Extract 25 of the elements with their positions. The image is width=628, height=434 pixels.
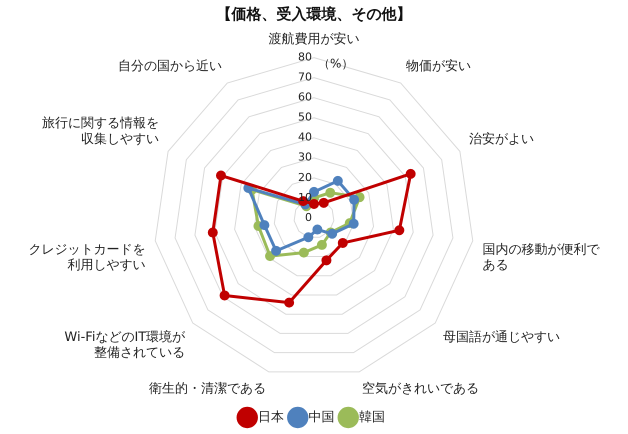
spoke-label: 旅行に関する情報を収集しやすい	[42, 116, 159, 147]
y-tick-label: 80	[298, 50, 312, 64]
y-tick-label: 20	[298, 170, 312, 184]
y-tick-label: 70	[298, 70, 312, 84]
legend-label: 韓国	[358, 410, 385, 425]
legend-label: 日本	[258, 410, 284, 425]
y-tick-label: 0	[305, 210, 312, 224]
text: （%）	[318, 56, 354, 71]
chart-title: 【価格、受入環境、その他】	[216, 4, 412, 23]
spoke-label: 物価が安い	[406, 58, 472, 74]
y-tick-label: 40	[298, 130, 312, 144]
spoke-label: クレジットカードを利用しやすい	[28, 242, 146, 274]
spoke-label: 治安がよい	[469, 130, 534, 147]
spoke-label: 国内の移動が便利である	[482, 242, 601, 274]
spoke-label: Wi-FiなどのIT環境が整備されている	[64, 328, 186, 360]
y-tick-label: 10	[298, 190, 312, 204]
legend-label: 中国	[308, 410, 334, 425]
y-tick-label: 50	[298, 110, 312, 124]
y-tick-label: 30	[298, 150, 312, 164]
spoke-label: 自分の国から近い	[118, 59, 222, 74]
spoke-label: 渡航費用が安い	[268, 31, 360, 48]
y-tick-label: 60	[298, 90, 312, 104]
spoke-label: 空気がきれいである	[362, 382, 480, 397]
spoke-label: 母国語が通じやすい	[442, 330, 560, 345]
spoke-label: 衛生的・清潔である	[148, 382, 266, 397]
